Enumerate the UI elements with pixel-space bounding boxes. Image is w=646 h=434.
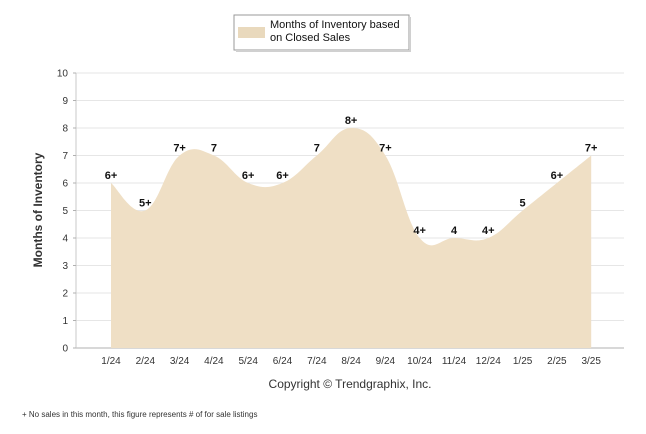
data-label: 7 bbox=[314, 143, 320, 155]
legend-label-line-1: Months of Inventory based bbox=[270, 19, 400, 31]
legend-swatch bbox=[238, 27, 265, 38]
y-tick-label: 4 bbox=[62, 234, 68, 245]
legend-shadow-right bbox=[409, 17, 411, 52]
data-label: 7 bbox=[211, 143, 217, 155]
x-tick-label: 2/24 bbox=[136, 356, 156, 367]
data-label: 7+ bbox=[379, 143, 392, 155]
footnote-text: + No sales in this month, this figure re… bbox=[22, 410, 257, 419]
data-label: 6+ bbox=[105, 170, 118, 182]
data-label: 8+ bbox=[345, 115, 358, 127]
y-tick-label: 7 bbox=[62, 151, 68, 162]
data-labels: 6+ 5+ 7+ 7 6+ 6+ 7 8+ 7+ 4+ 4 4+ 5 6+ 7+ bbox=[105, 115, 598, 237]
x-tick-label: 10/24 bbox=[407, 356, 432, 367]
y-tick-label: 9 bbox=[62, 96, 68, 107]
x-tick-label: 8/24 bbox=[341, 356, 361, 367]
data-label: 4+ bbox=[413, 225, 426, 237]
x-tick-label: 11/24 bbox=[442, 356, 467, 367]
copyright-text: Copyright © Trendgraphix, Inc. bbox=[269, 377, 432, 391]
y-tick-label: 10 bbox=[57, 69, 69, 80]
y-tick-label: 5 bbox=[62, 206, 68, 217]
y-tick-label: 2 bbox=[62, 289, 68, 300]
x-tick-label: 7/24 bbox=[307, 356, 327, 367]
data-label: 4 bbox=[451, 225, 458, 237]
axes bbox=[73, 72, 77, 349]
x-tick-label: 2/25 bbox=[547, 356, 567, 367]
data-label: 4+ bbox=[482, 225, 495, 237]
data-label: 6+ bbox=[551, 170, 564, 182]
data-label: 6+ bbox=[276, 170, 289, 182]
y-tick-labels: 0 1 2 3 4 5 6 7 8 9 10 bbox=[57, 69, 69, 355]
legend-shadow-bottom bbox=[236, 50, 411, 52]
x-tick-label: 3/24 bbox=[170, 356, 190, 367]
y-axis-title: Months of Inventory bbox=[31, 152, 45, 267]
data-label: 7+ bbox=[585, 143, 598, 155]
x-tick-label: 1/25 bbox=[513, 356, 533, 367]
x-tick-label: 5/24 bbox=[238, 356, 258, 367]
data-label: 7+ bbox=[173, 143, 186, 155]
y-tick-label: 6 bbox=[62, 179, 68, 190]
x-tick-labels: 1/24 2/24 3/24 4/24 5/24 6/24 7/24 8/24 9/24 10/2… bbox=[101, 356, 601, 367]
legend: Months of Inventory based on Closed Sale… bbox=[233, 14, 411, 52]
x-tick-label: 3/25 bbox=[581, 356, 601, 367]
legend-label-line-2: on Closed Sales bbox=[270, 32, 351, 44]
y-tick-label: 0 bbox=[62, 344, 68, 355]
area-series bbox=[111, 128, 592, 348]
x-tick-label: 1/24 bbox=[101, 356, 121, 367]
x-tick-label: 4/24 bbox=[204, 356, 224, 367]
data-label: 5 bbox=[520, 198, 526, 210]
series-area bbox=[111, 128, 592, 348]
x-tick-label: 9/24 bbox=[376, 356, 396, 367]
y-tick-label: 8 bbox=[62, 124, 68, 135]
y-tick-label: 3 bbox=[62, 261, 68, 272]
data-label: 5+ bbox=[139, 198, 152, 210]
x-tick-label: 6/24 bbox=[273, 356, 293, 367]
y-tick-label: 1 bbox=[62, 316, 68, 327]
x-tick-label: 12/24 bbox=[476, 356, 501, 367]
data-label: 6+ bbox=[242, 170, 255, 182]
